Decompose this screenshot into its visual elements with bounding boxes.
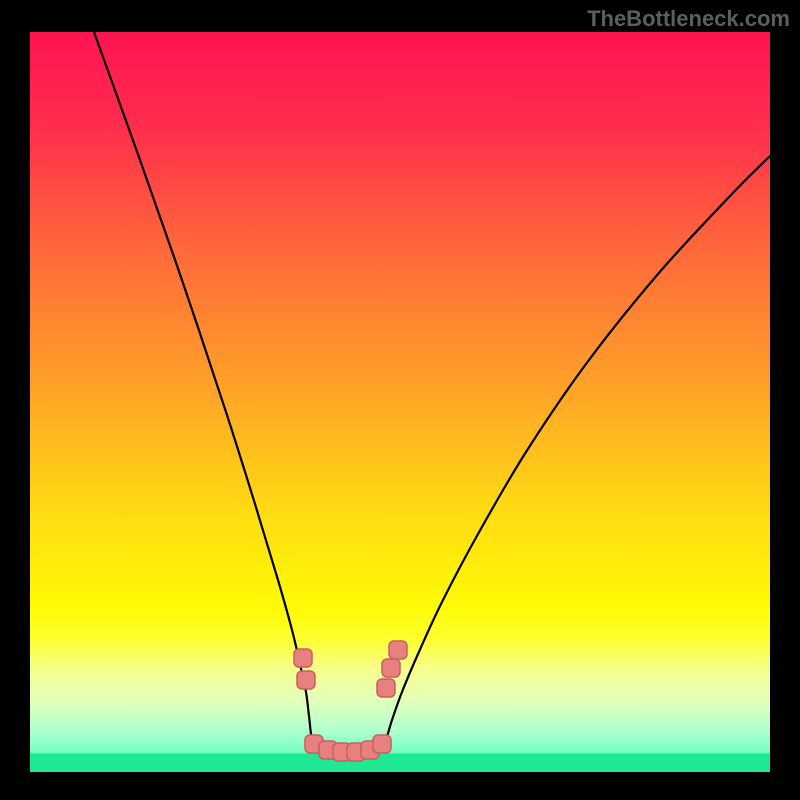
data-marker [377,679,395,697]
data-marker [297,671,315,689]
plot-area [30,32,770,772]
watermark-text: TheBottleneck.com [587,6,790,32]
data-marker [382,659,400,677]
data-marker [373,735,391,753]
data-marker [294,649,312,667]
chart-frame: TheBottleneck.com [0,0,800,800]
data-marker [389,641,407,659]
chart-svg [30,32,770,772]
gradient-background [30,32,770,772]
green-floor-band [30,754,770,773]
